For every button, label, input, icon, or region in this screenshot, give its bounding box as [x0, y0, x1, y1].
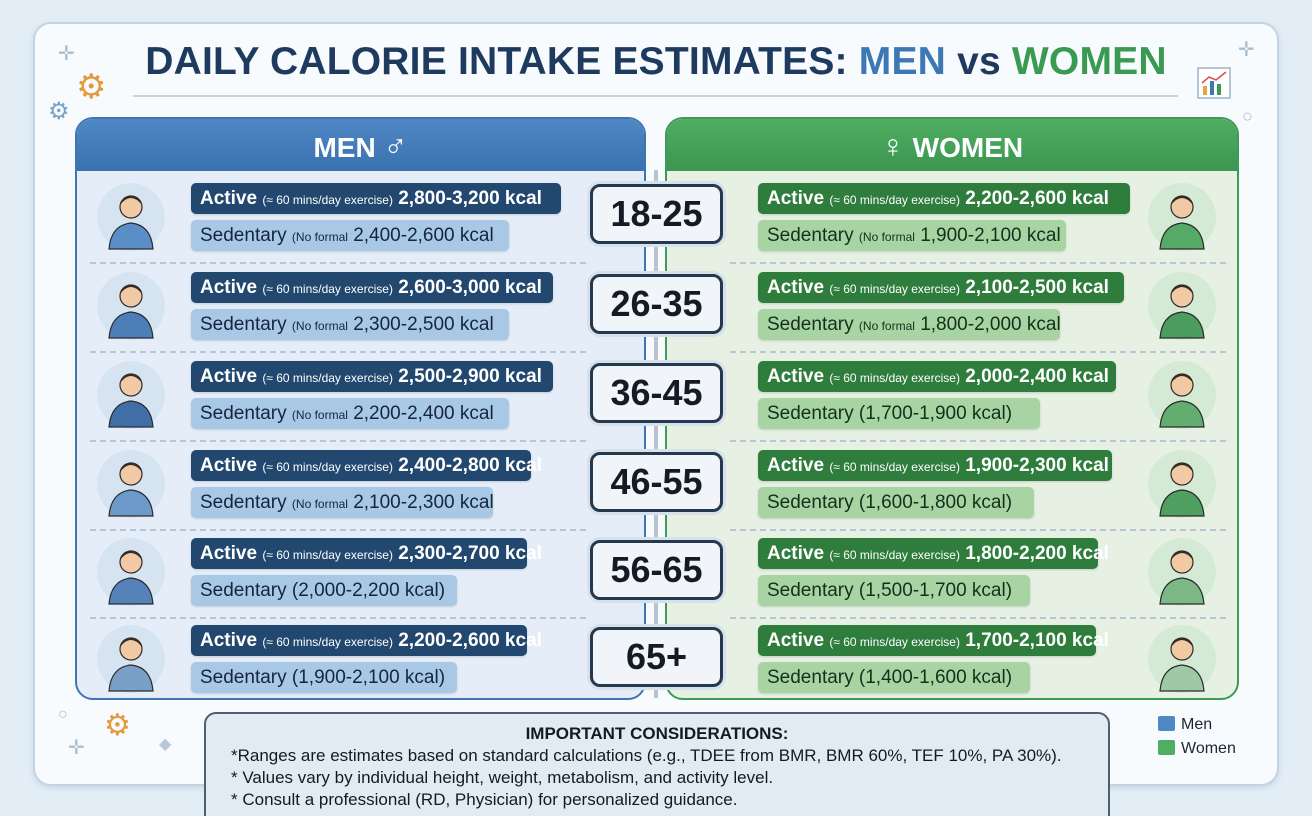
- women-active-pill: Active (≈ 60 mins/day exercise) 2,000-2,…: [758, 361, 1116, 392]
- women-sedentary-pill: Sedentary (No formal 1,900-2,100 kcal: [758, 220, 1066, 251]
- consideration-line: *Ranges are estimates based on standard …: [231, 746, 1062, 765]
- women-active-pill: Active (≈ 60 mins/day exercise) 2,100-2,…: [758, 272, 1124, 303]
- row-divider: [730, 617, 1226, 619]
- person-avatar-icon: [97, 361, 165, 429]
- person-avatar-icon: [97, 625, 165, 693]
- gear-icon: ⚙: [104, 709, 131, 742]
- circle-icon: ○: [58, 706, 68, 723]
- row-divider: [90, 440, 586, 442]
- women-active-pill: Active (≈ 60 mins/day exercise) 1,900-2,…: [758, 450, 1112, 481]
- title-divider: [133, 95, 1178, 97]
- men-active-pill: Active (≈ 60 mins/day exercise) 2,800-3,…: [191, 183, 561, 214]
- women-sedentary-pill: Sedentary (1,400-1,600 kcal): [758, 662, 1030, 693]
- men-sedentary-pill: Sedentary (No formal 2,100-2,300 kcal: [191, 487, 494, 518]
- diamond-icon: ◆: [159, 736, 172, 753]
- men-sedentary-pill: Sedentary (2,000-2,200 kcal): [191, 575, 457, 606]
- plus-sparkle-icon: ✛: [68, 737, 85, 759]
- row-divider: [90, 617, 586, 619]
- age-range-badge: 65+: [590, 627, 723, 687]
- women-active-pill: Active (≈ 60 mins/day exercise) 1,800-2,…: [758, 538, 1109, 569]
- legend-swatch: [1158, 740, 1175, 755]
- center-divider: [654, 170, 658, 698]
- row-divider: [90, 529, 586, 531]
- row-divider: [90, 351, 586, 353]
- age-range-badge: 26-35: [590, 274, 723, 334]
- men-sedentary-pill: Sedentary (No formal 2,400-2,600 kcal: [191, 220, 509, 251]
- male-symbol-icon: ♂: [383, 128, 408, 164]
- men-active-pill: Active (≈ 60 mins/day exercise) 2,300-2,…: [191, 538, 542, 569]
- person-avatar-icon: [1148, 625, 1216, 693]
- men-header: MEN ♂: [77, 119, 644, 171]
- female-symbol-icon: ♀: [880, 128, 905, 164]
- age-range-badge: 46-55: [590, 452, 723, 512]
- row-divider: [90, 262, 586, 264]
- row-divider: [730, 262, 1226, 264]
- person-avatar-icon: [1148, 272, 1216, 340]
- considerations-title: IMPORTANT CONSIDERATIONS:: [525, 724, 789, 743]
- men-active-pill: Active (≈ 60 mins/day exercise) 2,600-3,…: [191, 272, 553, 303]
- age-range-badge: 56-65: [590, 540, 723, 600]
- bar-chart-icon: [1197, 67, 1231, 99]
- men-sedentary-pill: Sedentary (1,900-2,100 kcal): [191, 662, 457, 693]
- age-range-badge: 36-45: [590, 363, 723, 423]
- women-sedentary-pill: Sedentary (1,700-1,900 kcal): [758, 398, 1040, 429]
- legend-men: Men: [1158, 716, 1212, 734]
- row-divider: [730, 440, 1226, 442]
- women-sedentary-pill: Sedentary (1,600-1,800 kcal): [758, 487, 1034, 518]
- considerations-box: IMPORTANT CONSIDERATIONS: *Ranges are es…: [204, 712, 1110, 816]
- person-avatar-icon: [1148, 361, 1216, 429]
- women-active-pill: Active (≈ 60 mins/day exercise) 1,700-2,…: [758, 625, 1109, 656]
- person-avatar-icon: [1148, 183, 1216, 251]
- circle-icon: ○: [1242, 106, 1253, 126]
- person-avatar-icon: [97, 272, 165, 340]
- person-avatar-icon: [1148, 450, 1216, 518]
- plus-sparkle-icon: ✛: [1238, 39, 1255, 61]
- men-active-pill: Active (≈ 60 mins/day exercise) 2,500-2,…: [191, 361, 553, 392]
- page-title: DAILY CALORIE INTAKE ESTIMATES: MEN vs W…: [145, 40, 1167, 83]
- gear-icon: ⚙: [76, 68, 107, 106]
- men-active-pill: Active (≈ 60 mins/day exercise) 2,200-2,…: [191, 625, 542, 656]
- legend-swatch: [1158, 716, 1175, 731]
- men-sedentary-pill: Sedentary (No formal 2,300-2,500 kcal: [191, 309, 509, 340]
- person-avatar-icon: [97, 450, 165, 518]
- legend-women: Women: [1158, 740, 1236, 758]
- gear-icon: ⚙: [48, 98, 70, 125]
- women-sedentary-pill: Sedentary (No formal 1,800-2,000 kcal: [758, 309, 1061, 340]
- women-active-pill: Active (≈ 60 mins/day exercise) 2,200-2,…: [758, 183, 1130, 214]
- age-range-badge: 18-25: [590, 184, 723, 244]
- plus-sparkle-icon: ✛: [58, 43, 75, 65]
- person-avatar-icon: [97, 183, 165, 251]
- women-sedentary-pill: Sedentary (1,500-1,700 kcal): [758, 575, 1030, 606]
- person-avatar-icon: [1148, 538, 1216, 606]
- men-sedentary-pill: Sedentary (No formal 2,200-2,400 kcal: [191, 398, 509, 429]
- row-divider: [730, 529, 1226, 531]
- women-header: ♀ WOMEN: [667, 119, 1237, 171]
- consideration-line: * Values vary by individual height, weig…: [231, 768, 774, 787]
- person-avatar-icon: [97, 538, 165, 606]
- consideration-line: * Consult a professional (RD, Physician)…: [231, 790, 738, 809]
- men-active-pill: Active (≈ 60 mins/day exercise) 2,400-2,…: [191, 450, 542, 481]
- row-divider: [730, 351, 1226, 353]
